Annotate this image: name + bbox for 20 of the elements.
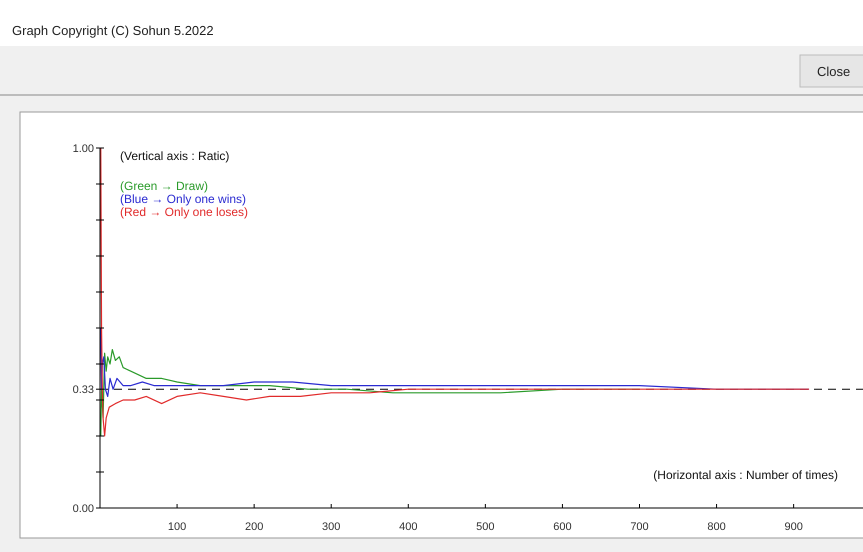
y-tick-label: 0.33 [72,384,94,396]
text: (Blue → Only one wins) [120,192,246,206]
y-tick-label: 1.00 [72,143,94,155]
chart-title: Graph Copyright (C) Sohun 5.2022 [12,23,214,38]
x-tick-label: 900 [784,521,803,533]
line-series [100,147,810,437]
x-axis-title: (Horizontal axis : Number of times) [653,468,838,482]
text: (Green → Draw) [120,179,208,193]
x-tick-label: 400 [399,521,418,533]
close-button: Close [800,54,863,88]
y-axis-title: (Vertical axis : Ratic) [120,149,230,163]
x-tick-label: 500 [476,521,495,533]
series-label: (Red → Only one loses) [120,205,248,219]
y-tick-label: 0.00 [72,503,94,515]
x-tick-label: 100 [168,521,186,533]
x-tick-label: 700 [630,521,649,533]
x-tick-label: 300 [322,521,340,533]
x-tick-label: 800 [707,521,726,533]
x-tick-label: 200 [244,521,264,533]
x-tick-label: 600 [553,521,572,533]
